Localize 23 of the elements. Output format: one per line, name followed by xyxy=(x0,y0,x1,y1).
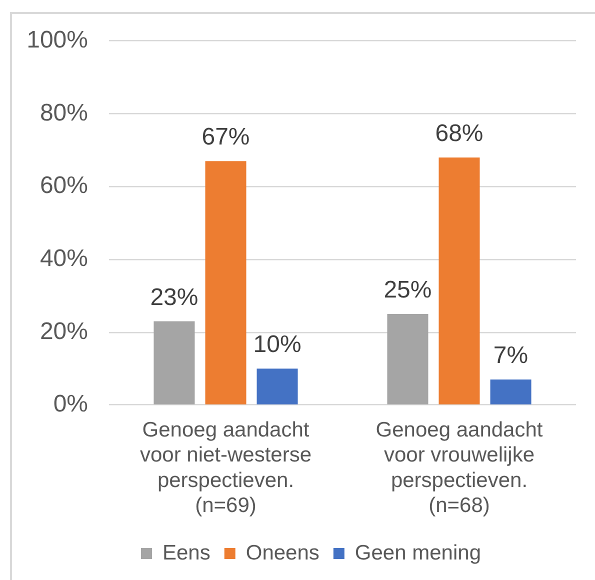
y-tick-label: 100% xyxy=(26,26,88,54)
data-label: 10% xyxy=(253,331,302,358)
bar xyxy=(438,157,480,404)
data-label: 23% xyxy=(150,284,198,311)
legend-label: Oneens xyxy=(246,541,320,564)
x-tick-label: Genoeg aandacht voor niet-westerse perspectieven. (n=69) xyxy=(140,418,312,517)
y-tick-label: 40% xyxy=(40,245,88,272)
data-label: 67% xyxy=(202,124,250,151)
bar xyxy=(205,161,246,404)
bar xyxy=(154,321,195,404)
legend-label: Eens xyxy=(162,541,210,564)
data-label: 25% xyxy=(384,276,432,304)
data-label: 68% xyxy=(435,120,484,148)
y-tick-label: 0% xyxy=(53,390,88,418)
data-label: 7% xyxy=(493,342,528,370)
bar xyxy=(256,368,298,404)
y-tick-label: 20% xyxy=(40,318,88,345)
y-tick-label: 60% xyxy=(40,172,88,200)
legend-label: Geen mening xyxy=(354,541,482,564)
bar xyxy=(387,314,428,404)
y-tick-label: 80% xyxy=(40,99,88,126)
bar xyxy=(490,380,532,404)
x-tick-label: Genoeg aandacht voor vrouwelijke perspectieven. (n=68) xyxy=(376,418,543,517)
